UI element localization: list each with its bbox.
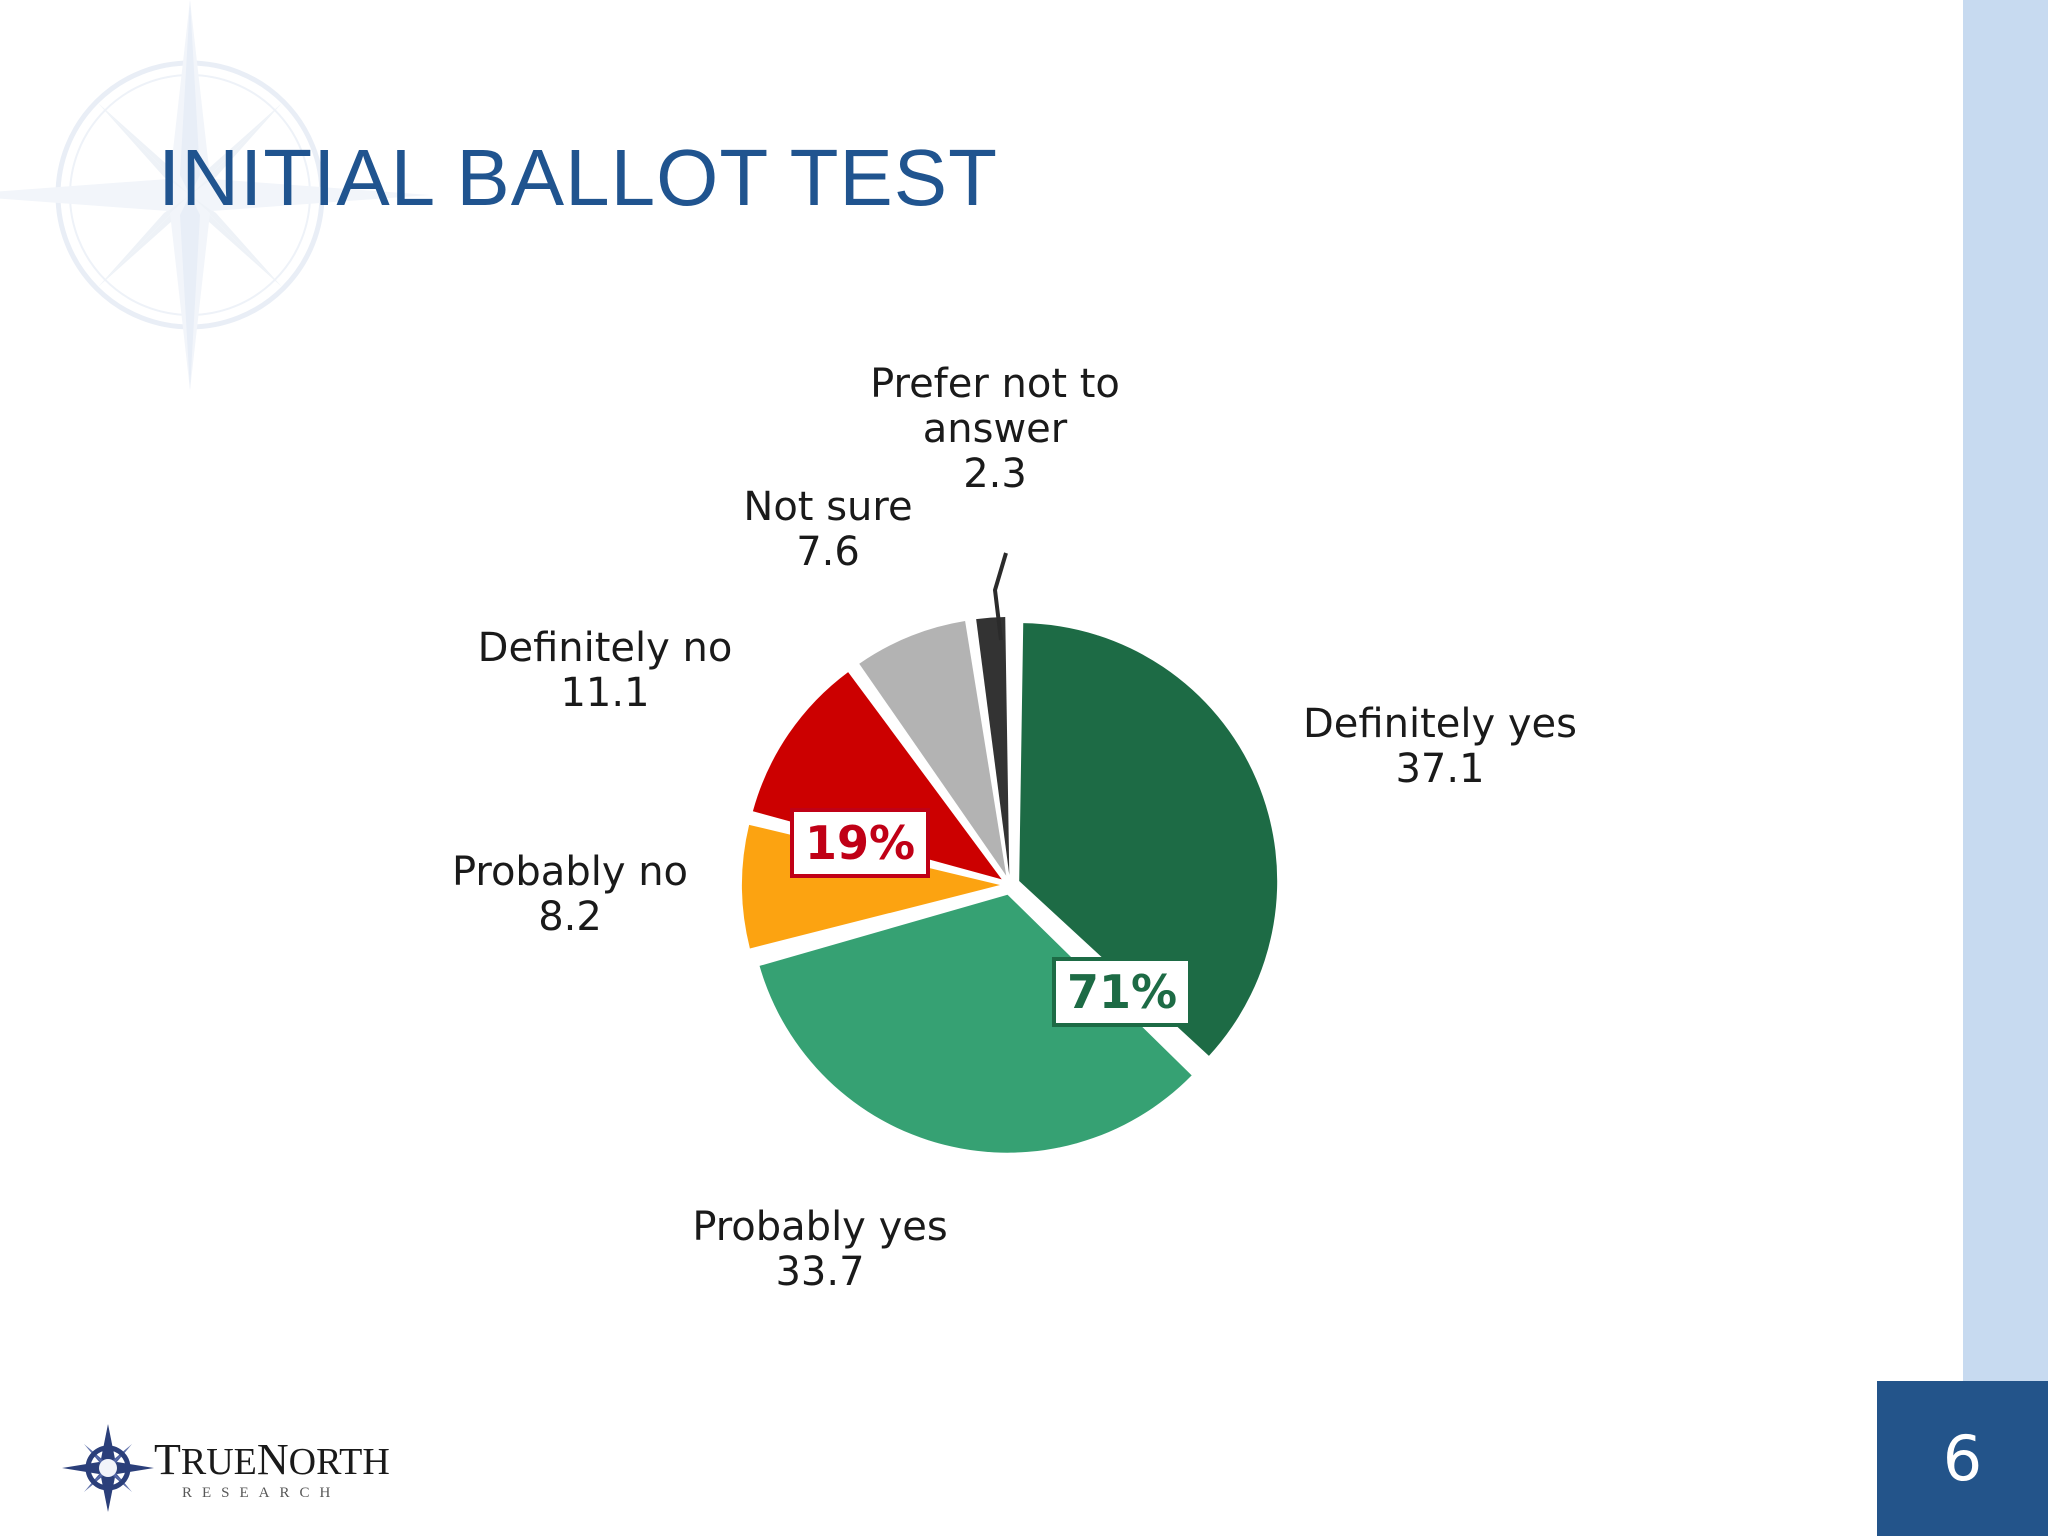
- pie-label-probably-no: Probably no 8.2: [451, 849, 689, 940]
- page-number-plate: 6: [1877, 1381, 2048, 1536]
- logo-north-rest: ORTH: [288, 1441, 390, 1483]
- right-accent-strip: [1963, 0, 2048, 1384]
- pie-label-probably-yes: Probably yes 33.7: [692, 1204, 948, 1295]
- pie-label-prefer-not-to-answer: Prefer not to answer 2.3: [870, 361, 1120, 497]
- pie-label-definitely-yes: Definitely yes 37.1: [1303, 701, 1577, 792]
- compass-star-icon: [62, 1424, 154, 1512]
- pie-slice-prefer-not-to-answer: [976, 617, 1010, 876]
- logo-letter-n: N: [256, 1435, 289, 1484]
- logo-true-rest: RUE: [180, 1441, 257, 1483]
- summary-badge-no: 19%: [790, 808, 930, 878]
- leader-line-prefer-not-to-answer: [992, 552, 1008, 641]
- logo-letter-t: T: [154, 1435, 181, 1484]
- summary-badge-yes: 71%: [1052, 957, 1192, 1027]
- logo-subtitle: RESEARCH: [182, 1485, 341, 1501]
- logo-wordmark: TRUENORTH: [154, 1438, 390, 1482]
- pie-slices: [742, 617, 1278, 1153]
- pie-label-not-sure: Not sure 7.6: [743, 484, 913, 575]
- page-number: 6: [1942, 1421, 1983, 1495]
- pie-label-definitely-no: Definitely no 11.1: [477, 625, 733, 716]
- page-title: INITIAL BALLOT TEST: [158, 133, 999, 222]
- truenorth-logo: TRUENORTH RESEARCH: [56, 1424, 390, 1528]
